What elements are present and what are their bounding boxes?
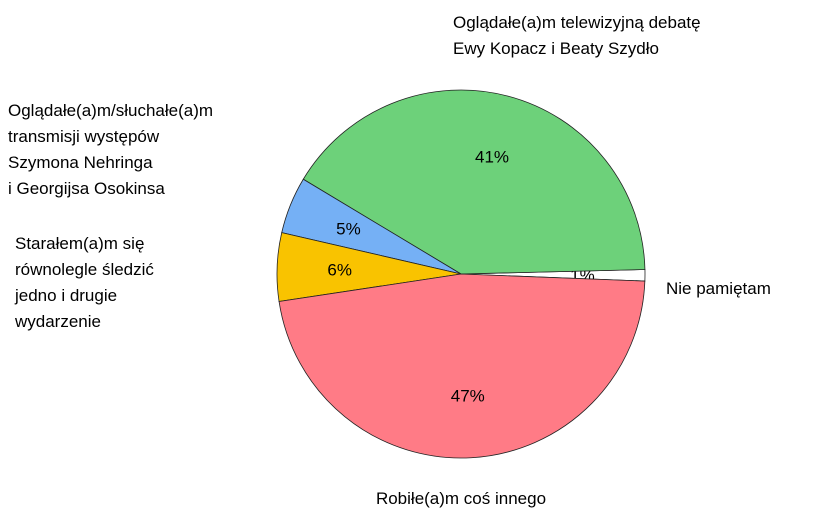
category-label: Starałem(a)m się równolegle śledzić jedno …: [14, 234, 154, 331]
category-label: Robiłe(a)m coś innego: [376, 489, 546, 508]
value-label: 5%: [336, 220, 361, 239]
category-label: Oglądałe(a)m/słuchałe(a)m transmisji wyst…: [8, 101, 213, 198]
pie-slice: [278, 273, 646, 459]
pie-slice: [302, 89, 646, 275]
value-label: 41%: [475, 148, 509, 167]
value-label: 6%: [327, 260, 352, 279]
value-label: 47%: [451, 386, 485, 405]
category-label: Nie pamiętam: [666, 279, 771, 298]
category-label: Oglądałe(a)m telewizyjną debatę Ewy Kopac…: [453, 13, 701, 58]
